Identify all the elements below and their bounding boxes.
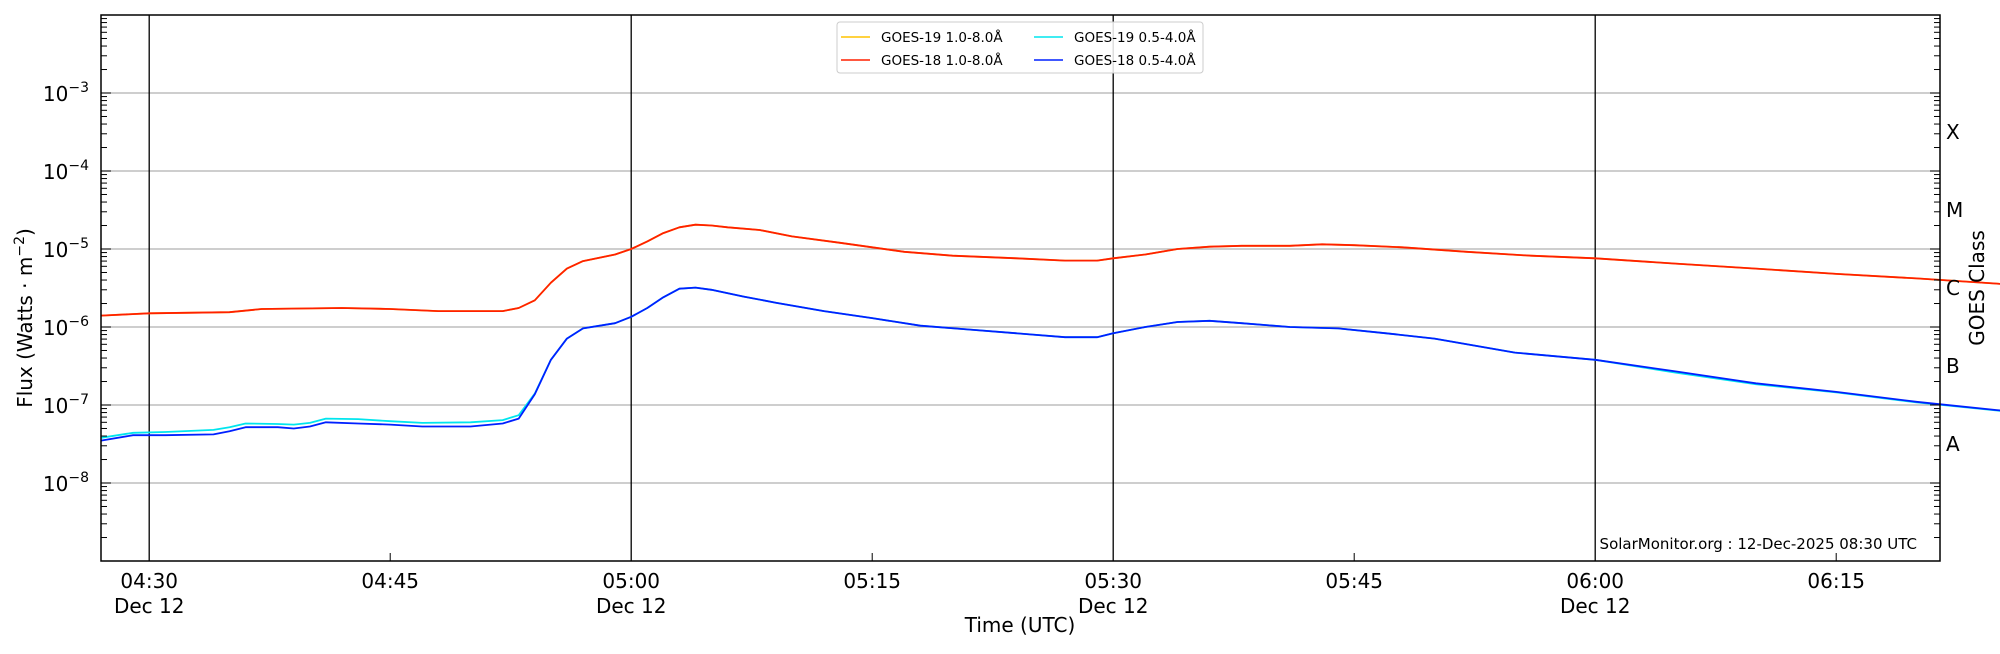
goes-class-label: M bbox=[1946, 198, 1963, 222]
y-tick-exp: −8 bbox=[68, 470, 89, 486]
x-tick-label: 04:45 bbox=[361, 569, 419, 593]
y-tick-exp: −7 bbox=[68, 392, 89, 408]
y-tick-base: 10 bbox=[43, 394, 68, 418]
y-tick-base: 10 bbox=[43, 472, 68, 496]
series-line-goes-18-0-5-4-0- bbox=[100, 286, 2000, 442]
y-tick-exp: −4 bbox=[68, 158, 89, 174]
series-lines bbox=[100, 223, 2000, 442]
x-tick-date: Dec 12 bbox=[114, 594, 185, 618]
legend-label: GOES-18 1.0-8.0Å bbox=[881, 52, 1003, 69]
goes-class-label: C bbox=[1946, 276, 1960, 300]
watermark: SolarMonitor.org : 12-Dec-2025 08:30 UTC bbox=[1600, 535, 1917, 553]
x-axis-label: Time (UTC) bbox=[964, 613, 1076, 637]
y-tick-label: 10−6 bbox=[43, 314, 89, 340]
x-tick-label: 05:00 bbox=[602, 569, 660, 593]
plot-frame bbox=[100, 14, 1941, 562]
y-tick-label: 10−8 bbox=[43, 470, 89, 496]
goes-class-label: X bbox=[1946, 120, 1960, 144]
y-tick-base: 10 bbox=[43, 238, 68, 262]
y-tick-base: 10 bbox=[43, 160, 68, 184]
x-tick-label: 05:30 bbox=[1084, 569, 1142, 593]
x-tick-date: Dec 12 bbox=[596, 594, 667, 618]
goes-class-label: A bbox=[1946, 432, 1960, 456]
x-tick-label: 05:45 bbox=[1325, 569, 1383, 593]
x-tick-label: 06:15 bbox=[1807, 569, 1865, 593]
goes-class-axis-label: GOES Class bbox=[1965, 230, 1989, 346]
x-tick-date: Dec 12 bbox=[1078, 594, 1149, 618]
y-tick-label: 10−5 bbox=[43, 236, 89, 262]
x-tick-label: 04:30 bbox=[120, 569, 178, 593]
y-tick-base: 10 bbox=[43, 82, 68, 106]
legend-label: GOES-19 0.5-4.0Å bbox=[1074, 29, 1196, 46]
y-tick-exp: −6 bbox=[68, 314, 89, 330]
legend-box bbox=[836, 21, 1204, 74]
y-tick-label: 10−7 bbox=[43, 392, 89, 418]
grid bbox=[101, 15, 1940, 561]
y-axis-label: Flux (Watts · m−2) bbox=[12, 228, 37, 408]
y-tick-label: 10−3 bbox=[43, 80, 89, 106]
x-tick-label: 05:15 bbox=[843, 569, 901, 593]
goes-class-label: B bbox=[1946, 354, 1960, 378]
y-tick-label: 10−4 bbox=[43, 158, 89, 184]
series-line-goes-19-1-0-8-0- bbox=[100, 223, 2000, 317]
series-line-goes-19-0-5-4-0- bbox=[100, 286, 2000, 439]
y-tick-exp: −3 bbox=[68, 80, 89, 96]
y-tick-base: 10 bbox=[43, 316, 68, 340]
legend: GOES-19 1.0-8.0Å GOES-18 1.0-8.0Å GOES-19 … bbox=[836, 21, 1204, 74]
legend-label: GOES-19 1.0-8.0Å bbox=[881, 29, 1003, 46]
y-tick-exp: −5 bbox=[68, 236, 89, 252]
series-line-goes-18-1-0-8-0- bbox=[100, 223, 2000, 317]
x-tick-label: 06:00 bbox=[1566, 569, 1624, 593]
x-tick-date: Dec 12 bbox=[1560, 594, 1631, 618]
legend-label: GOES-18 0.5-4.0Å bbox=[1074, 52, 1196, 69]
